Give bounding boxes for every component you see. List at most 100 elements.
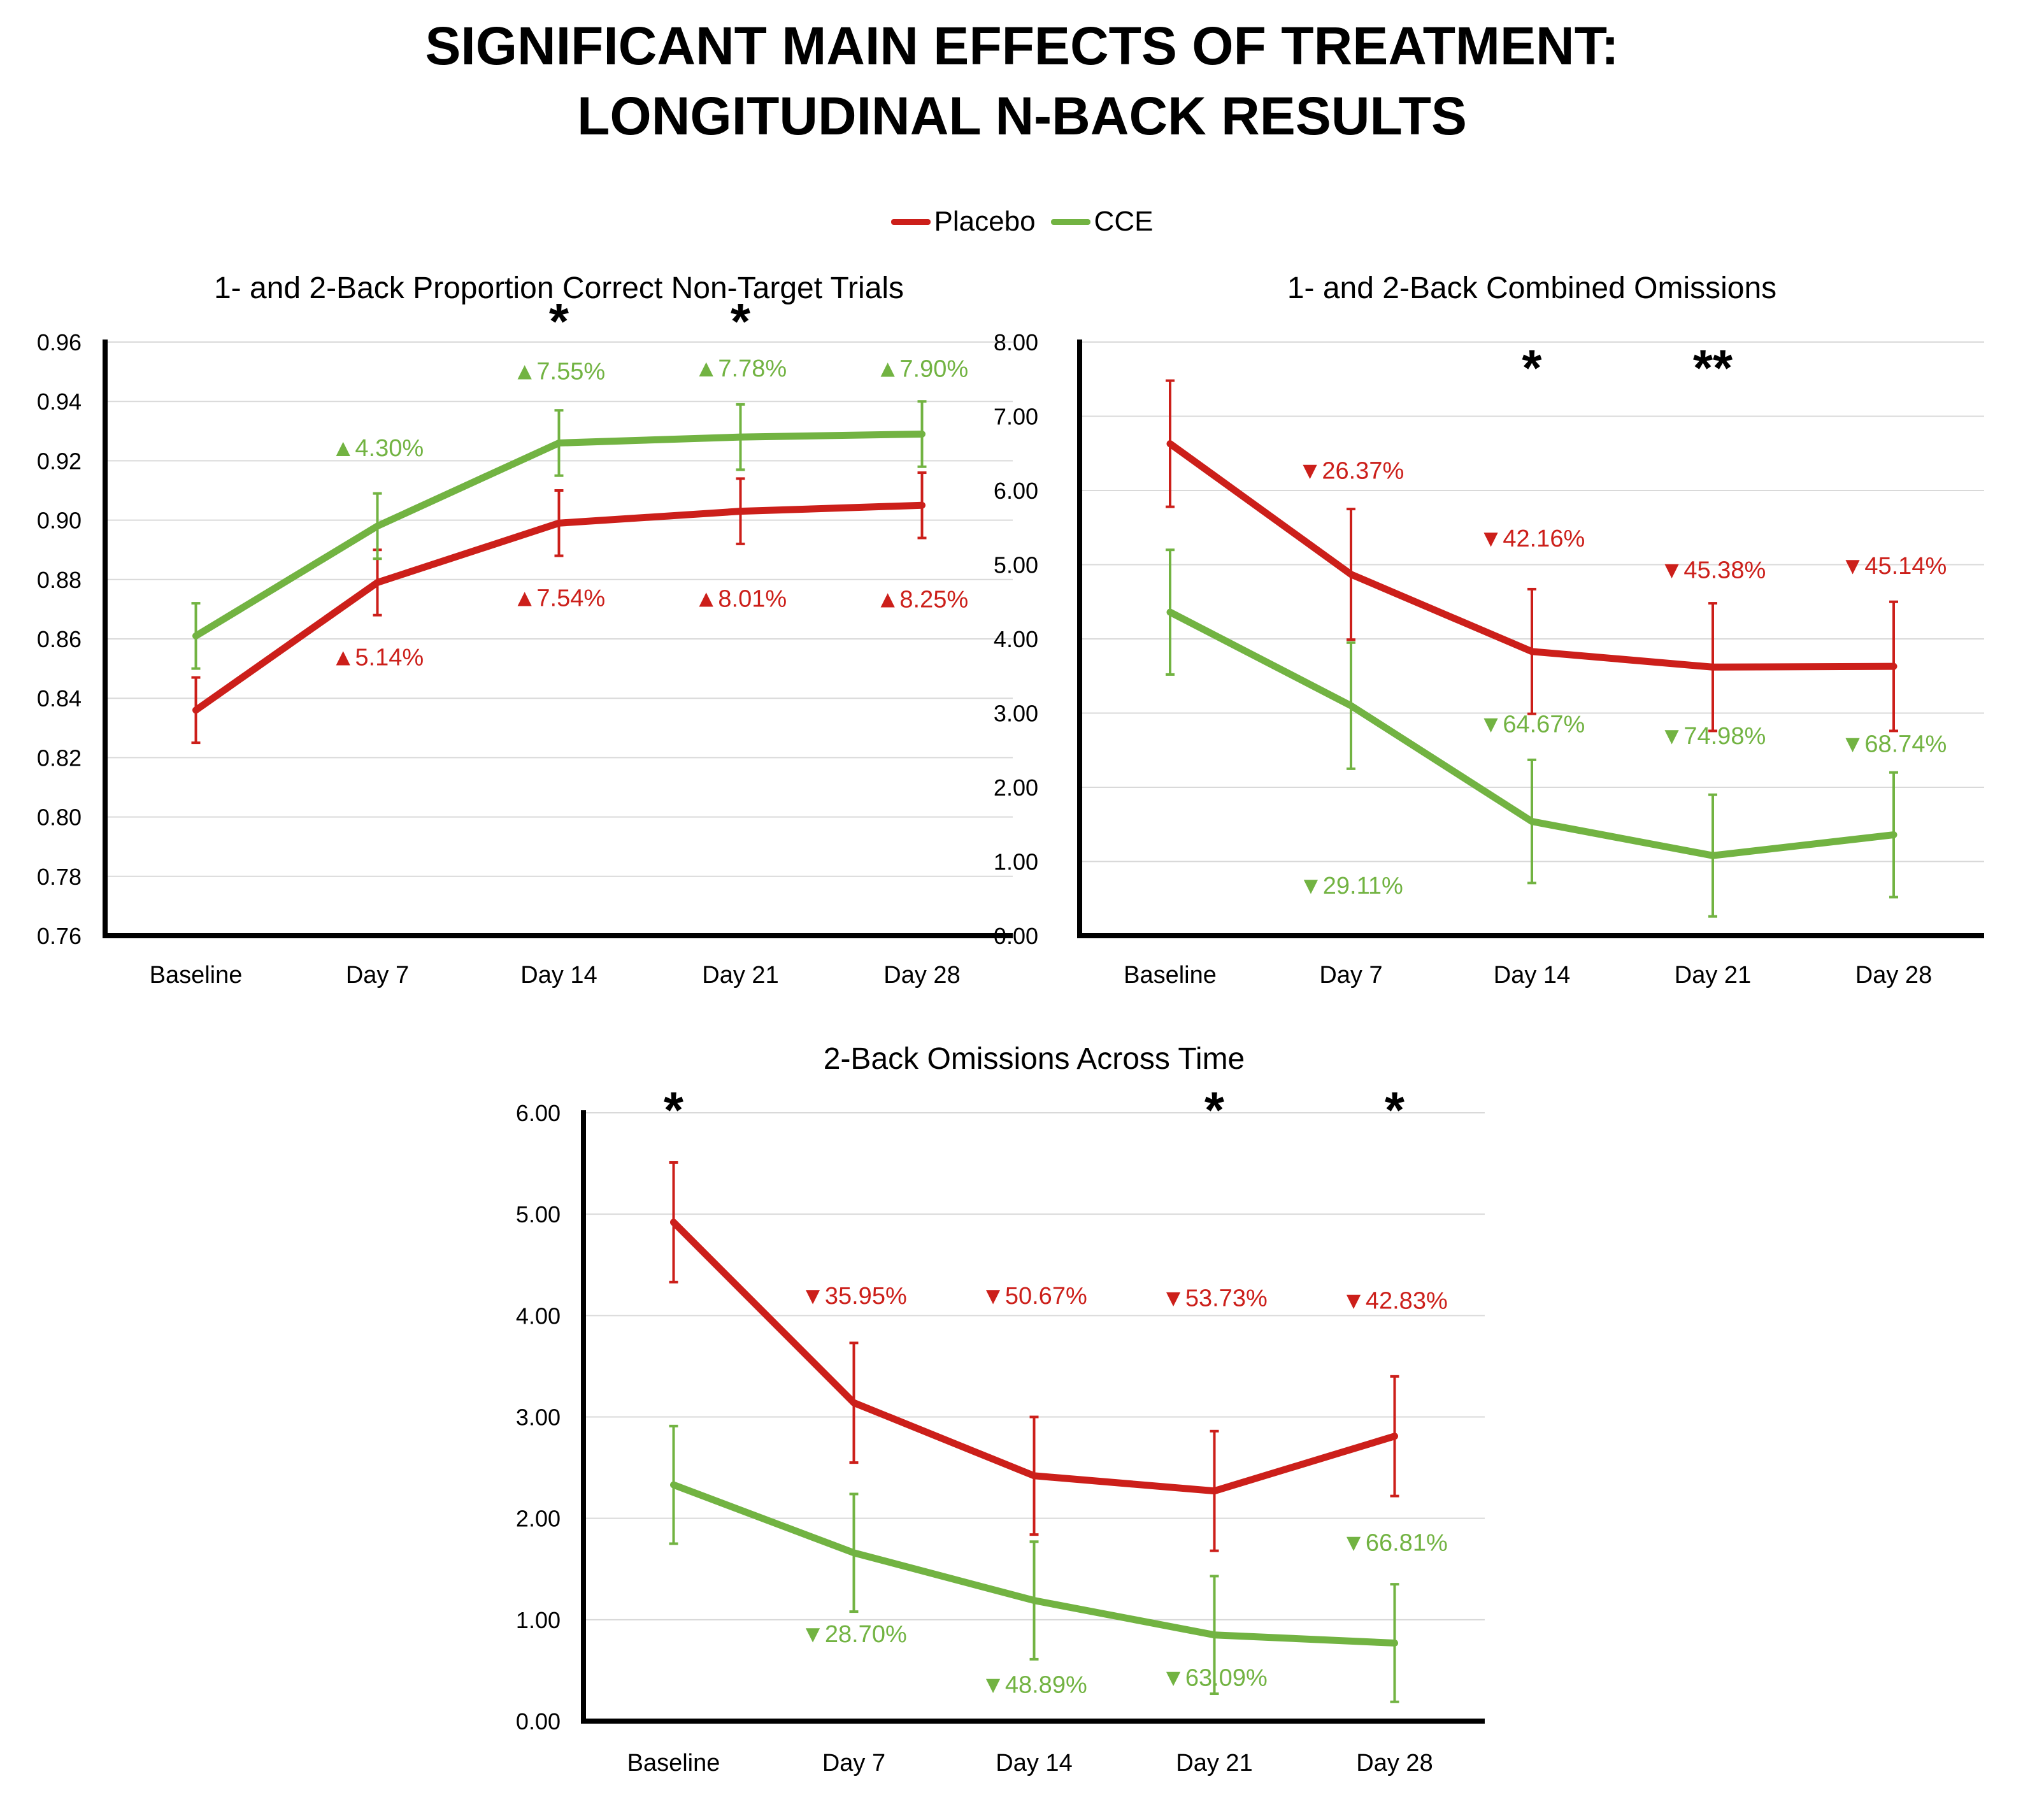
y-tick-label: 0.76	[37, 923, 82, 949]
data-point-cce	[670, 1482, 677, 1489]
y-tick-label: 1.00	[516, 1607, 561, 1633]
y-tick-label: 1.00	[994, 849, 1038, 875]
data-point-cce	[850, 1549, 857, 1556]
annotation-placebo: ▼35.95%	[801, 1283, 907, 1310]
annotation-cce: ▼74.98%	[1660, 723, 1766, 750]
chart-2back-omissions: 2-Back Omissions Across Time 0.00 1.00 2.00…	[516, 1042, 1485, 1777]
y-tick-label: 2.00	[516, 1506, 561, 1532]
data-point-cce	[1890, 831, 1897, 838]
annotation-cce: ▼63.09%	[1161, 1665, 1268, 1692]
data-point-cce	[374, 522, 381, 529]
annotation-placebo: ▼42.16%	[1479, 526, 1585, 552]
y-tick-label: 4.00	[994, 626, 1038, 652]
legend-item-cce[interactable]: CCE	[1050, 206, 1153, 238]
data-point-placebo	[1391, 1433, 1398, 1440]
y-tick-label: 3.00	[994, 701, 1038, 727]
data-point-cce	[555, 440, 562, 447]
y-tick-label: 0.78	[37, 864, 82, 890]
annotation-cce: ▲4.30%	[331, 435, 424, 462]
data-point-cce	[737, 434, 744, 441]
data-point-cce	[1167, 609, 1173, 616]
y-tick-label: 0.80	[37, 804, 82, 831]
y-tick-label: 0.94	[37, 389, 82, 415]
annotation-cce: ▼64.67%	[1479, 712, 1585, 738]
y-tick-label: 7.00	[994, 404, 1038, 430]
data-point-placebo	[1710, 664, 1716, 671]
x-tick-label: Baseline	[150, 962, 243, 989]
data-point-placebo	[850, 1399, 857, 1406]
page-title-line-2: LONGITUDINAL N-BACK RESULTS	[577, 86, 1467, 146]
data-point-placebo	[1890, 663, 1897, 670]
annotation-cce: ▼28.70%	[801, 1621, 907, 1648]
x-tick-label: Baseline	[1124, 962, 1217, 989]
data-point-placebo	[670, 1219, 677, 1226]
x-tick-label: Baseline	[627, 1750, 720, 1777]
data-point-cce	[1391, 1640, 1398, 1647]
annotation-placebo: ▼42.83%	[1341, 1288, 1448, 1315]
chart-title: 1- and 2-Back Combined Omissions	[1287, 271, 1776, 305]
x-tick-label: Day 28	[883, 962, 960, 989]
data-point-placebo	[555, 520, 562, 527]
y-tick-label: 0.84	[37, 685, 82, 712]
x-tick-label: Day 21	[1675, 962, 1751, 989]
x-tick-label: Day 21	[702, 962, 778, 989]
annotation-placebo: ▼45.14%	[1841, 553, 1947, 580]
x-tick-label: Day 28	[1855, 962, 1932, 989]
annotation-placebo: ▲7.54%	[513, 585, 605, 611]
legend: Placebo CCE	[0, 203, 2044, 241]
annotation-placebo: ▼53.73%	[1161, 1285, 1268, 1312]
x-tick-label: Day 14	[996, 1750, 1072, 1777]
data-point-cce	[1710, 852, 1716, 859]
data-point-placebo	[1031, 1472, 1038, 1479]
y-tick-label: 6.00	[516, 1100, 561, 1126]
x-tick-label: Day 28	[1356, 1750, 1433, 1777]
annotation-placebo: ▲8.25%	[876, 586, 968, 613]
y-tick-label: 6.00	[994, 478, 1038, 504]
annotation-placebo: ▼26.37%	[1298, 458, 1404, 485]
chart-title: 2-Back Omissions Across Time	[824, 1042, 1245, 1076]
data-point-placebo	[918, 502, 926, 509]
chart-combined-omissions: 1- and 2-Back Combined Omissions 0.00 1.00…	[994, 271, 1984, 989]
data-point-placebo	[1211, 1487, 1218, 1494]
x-tick-label: Day 7	[346, 962, 409, 989]
x-tick-label: Day 14	[1494, 962, 1570, 989]
annotation-cce: ▼66.81%	[1341, 1529, 1448, 1556]
y-tick-label: 0.90	[37, 508, 82, 534]
data-point-placebo	[1529, 648, 1535, 655]
chart-proportion-correct: 1- and 2-Back Proportion Correct Non-Tar…	[37, 271, 1013, 989]
significance-marker: *	[1204, 1082, 1225, 1138]
legend-swatch-placebo	[890, 218, 931, 225]
page-title-line-1: SIGNIFICANT MAIN EFFECTS OF TREATMENT:	[425, 16, 1619, 76]
y-tick-label: 4.00	[516, 1303, 561, 1329]
annotation-cce: ▼48.89%	[981, 1672, 1087, 1699]
annotation-placebo: ▼50.67%	[981, 1283, 1087, 1310]
significance-marker: *	[549, 293, 569, 350]
significance-marker: *	[731, 293, 751, 350]
y-tick-label: 2.00	[994, 775, 1038, 801]
y-tick-label: 0.92	[37, 448, 82, 474]
significance-marker: *	[1522, 340, 1542, 396]
x-tick-label: Day 7	[822, 1750, 885, 1777]
data-point-cce	[192, 633, 199, 640]
data-point-placebo	[192, 706, 199, 713]
x-tick-label: Day 14	[520, 962, 597, 989]
y-tick-label: 0.86	[37, 626, 82, 652]
y-tick-label: 5.00	[994, 552, 1038, 578]
data-point-placebo	[374, 579, 381, 586]
y-tick-label: 3.00	[516, 1405, 561, 1431]
data-point-cce	[1211, 1631, 1218, 1638]
legend-item-placebo[interactable]: Placebo	[890, 206, 1036, 238]
legend-swatch-cce	[1050, 218, 1090, 225]
annotation-cce: ▼68.74%	[1841, 731, 1947, 758]
chart-title: 1- and 2-Back Proportion Correct Non-Tar…	[214, 271, 904, 305]
y-tick-label: 0.00	[516, 1708, 561, 1734]
significance-marker: *	[1385, 1082, 1405, 1138]
data-point-cce	[1348, 702, 1354, 709]
data-point-placebo	[1167, 440, 1173, 447]
significance-marker: **	[1693, 340, 1733, 396]
y-tick-label: 5.00	[516, 1201, 561, 1227]
data-point-cce	[918, 431, 926, 438]
data-point-placebo	[1348, 571, 1354, 578]
significance-marker: *	[664, 1082, 684, 1138]
data-point-cce	[1031, 1597, 1038, 1604]
